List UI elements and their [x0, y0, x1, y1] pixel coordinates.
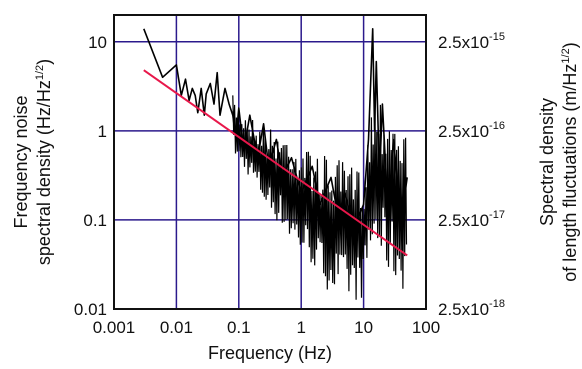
- y-axis-label-right: Spectral density of length fluctuations …: [537, 42, 580, 281]
- x-tick-labels: 0.001 0.01 0.1 1 10 100: [93, 318, 440, 337]
- y-right-tick-label: 2.5x10-15: [438, 31, 505, 52]
- y-axis-label-right-line2: of length fluctuations (m/Hz1/2): [560, 42, 580, 281]
- fit-line: [143, 69, 408, 257]
- y-left-tick-label: 0.1: [83, 211, 107, 230]
- x-tick-label: 0.1: [227, 318, 251, 337]
- y-left-tick-label: 1: [98, 122, 107, 141]
- plot-frame: [113, 14, 427, 310]
- y-left-tick-labels: 0.01 0.1 1 10: [74, 33, 107, 319]
- x-tick-label: 1: [296, 318, 305, 337]
- x-axis-label: Frequency (Hz): [208, 343, 332, 363]
- x-tick-label: 100: [412, 318, 440, 337]
- y-right-tick-label: 2.5x10-16: [438, 120, 505, 141]
- y-right-tick-label: 2.5x10-17: [438, 209, 505, 230]
- y-right-tick-labels: 2.5x10-18 2.5x10-17 2.5x10-16 2.5x10-15: [438, 31, 505, 319]
- y-axis-label-left-line1: Frequency noise: [11, 95, 31, 228]
- x-tick-label: 0.01: [160, 318, 193, 337]
- y-right-tick-label: 2.5x10-18: [438, 298, 505, 319]
- y-left-tick-label: 0.01: [74, 300, 107, 319]
- y-axis-label-left-line2: spectral density (Hz/Hz1/2): [34, 59, 54, 265]
- y-axis-label-right-line1: Spectral density: [537, 98, 557, 226]
- x-tick-label: 10: [354, 318, 373, 337]
- series-group: [143, 27, 408, 257]
- noise-band: [232, 95, 408, 300]
- y-left-tick-label: 10: [88, 33, 107, 52]
- x-tick-label: 0.001: [93, 318, 136, 337]
- y-axis-label-left: Frequency noise spectral density (Hz/Hz1…: [11, 59, 54, 265]
- noise-band-trace: [232, 95, 408, 300]
